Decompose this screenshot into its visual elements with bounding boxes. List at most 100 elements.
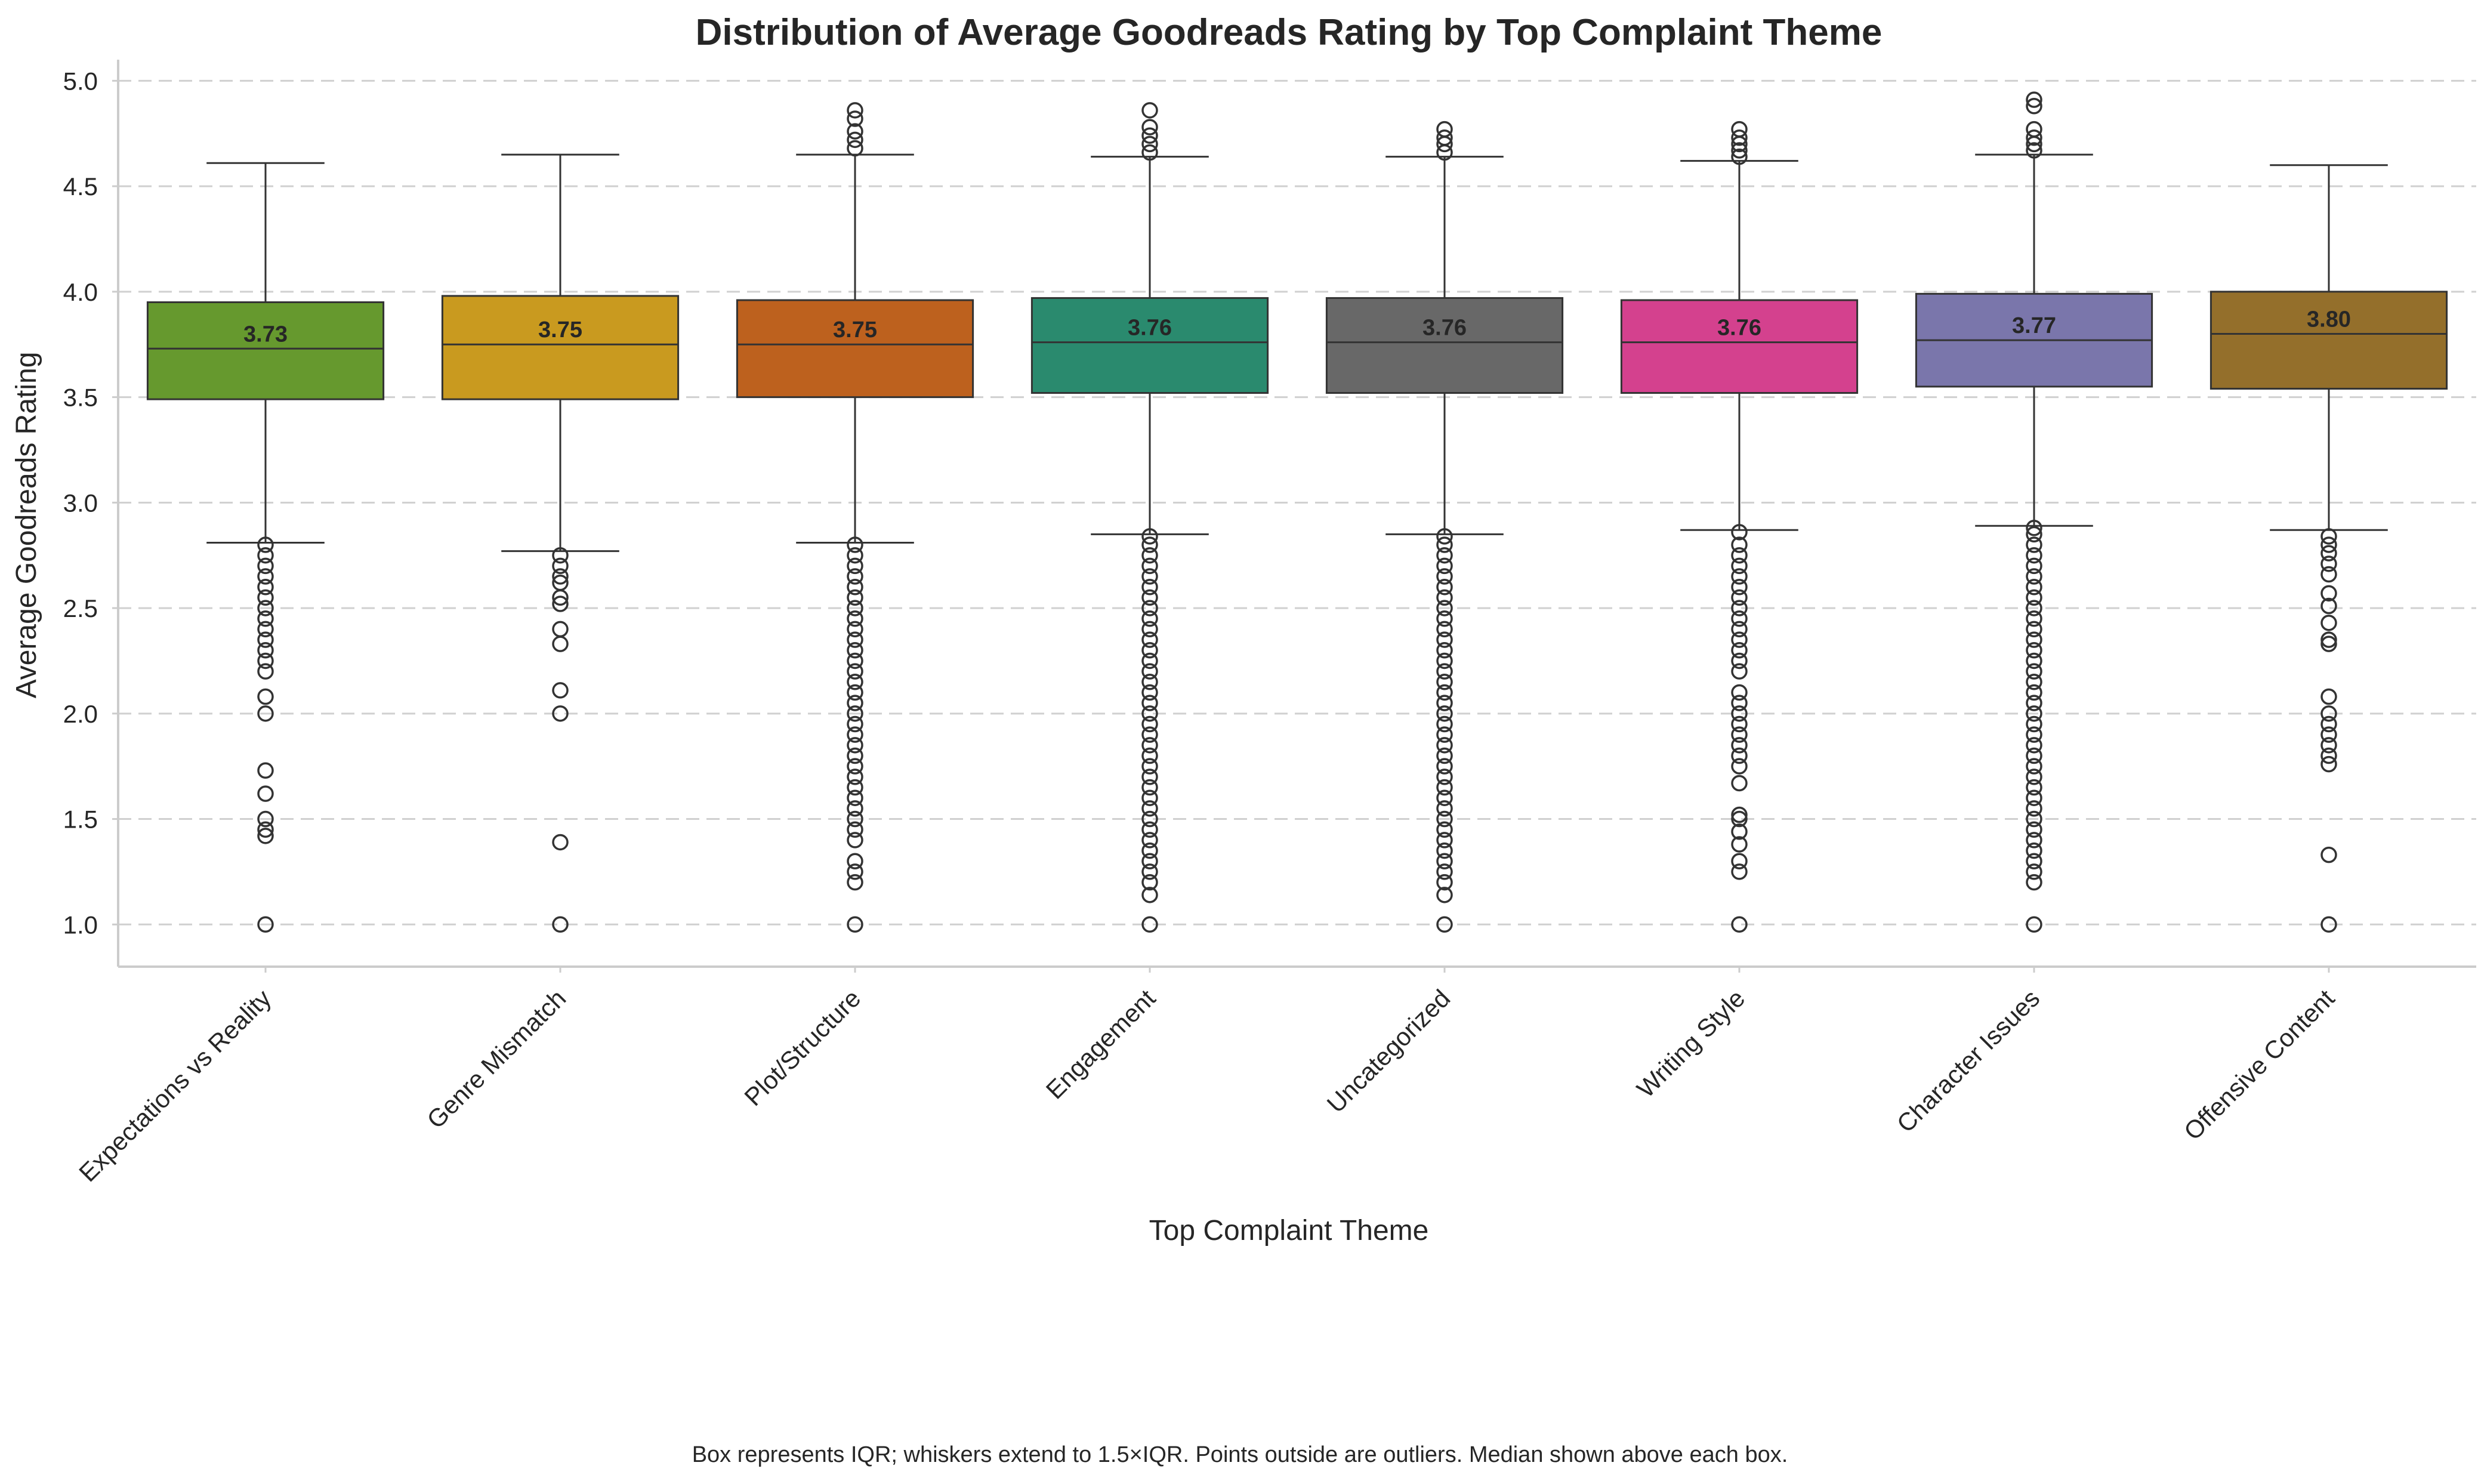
outlier-point	[1436, 568, 1453, 585]
outlier-point	[257, 578, 274, 596]
outlier-point	[1141, 119, 1158, 135]
outlier-point	[2026, 747, 2042, 764]
outlier-point	[1731, 600, 1748, 616]
outlier-point	[1141, 810, 1158, 828]
outlier-point	[1141, 589, 1158, 606]
outlier-point	[257, 536, 274, 553]
median-value-label: 3.77	[2012, 313, 2056, 338]
outlier-point	[552, 635, 569, 652]
outlier-point	[2026, 916, 2042, 933]
outlier-point	[2026, 705, 2042, 722]
outlier-point	[1436, 737, 1453, 754]
outlier-point	[1141, 652, 1158, 670]
x-tick-label: Engagement	[1041, 984, 1161, 1104]
outlier-point	[1731, 557, 1748, 575]
median-value-label: 3.76	[1422, 316, 1467, 341]
outlier-point	[257, 828, 274, 844]
outlier-point	[1731, 142, 1748, 159]
outlier-point	[257, 916, 274, 933]
outlier-point	[1141, 853, 1158, 870]
outlier-point	[1141, 578, 1158, 596]
outlier-point	[1141, 102, 1158, 119]
outlier-point	[1731, 536, 1748, 553]
box-group: 3.76	[1030, 102, 1269, 933]
outlier-point	[1436, 684, 1453, 701]
outlier-point	[1436, 800, 1453, 817]
outlier-point	[1731, 747, 1748, 764]
outlier-point	[1436, 536, 1453, 553]
outlier-point	[1141, 600, 1158, 616]
x-tick-label: Offensive Content	[2178, 984, 2340, 1146]
outlier-point	[1141, 887, 1158, 903]
outlier-point	[847, 131, 863, 149]
y-tick-label: 1.0	[63, 911, 98, 939]
outlier-point	[1141, 832, 1158, 849]
outlier-point	[257, 785, 274, 802]
outlier-point	[1436, 779, 1453, 796]
outlier-point	[1436, 853, 1453, 870]
outlier-point	[1436, 578, 1453, 596]
outlier-point	[1731, 705, 1748, 722]
x-tick-label: Plot/Structure	[739, 984, 866, 1111]
outlier-point	[2320, 615, 2337, 631]
outlier-point	[1141, 135, 1158, 153]
outlier-point	[2320, 715, 2337, 733]
outlier-point	[1731, 806, 1748, 823]
outlier-point	[2320, 737, 2337, 754]
outlier-point	[257, 705, 274, 722]
outlier-point	[2026, 853, 2042, 870]
outlier-point	[2026, 600, 2042, 616]
outlier-point	[2026, 863, 2042, 880]
outlier-point	[2026, 91, 2042, 108]
y-axis-label: Average Goodreads Rating	[11, 352, 42, 699]
outlier-point	[1731, 726, 1748, 743]
x-tick-label: Expectations vs Reality	[73, 984, 276, 1187]
outlier-point	[2026, 610, 2042, 627]
outlier-point	[1731, 524, 1748, 541]
outlier-point	[552, 547, 569, 564]
outlier-point	[257, 568, 274, 585]
outlier-point	[847, 726, 863, 743]
outlier-point	[1436, 747, 1453, 764]
outlier-point	[2320, 688, 2337, 705]
outlier-point	[1731, 916, 1748, 933]
outlier-point	[1436, 621, 1453, 638]
iqr-box	[146, 301, 385, 400]
outlier-point	[1731, 758, 1748, 775]
outlier-point	[2026, 98, 2042, 115]
outlier-point	[847, 123, 863, 140]
outlier-point	[2026, 642, 2042, 659]
outlier-point	[2320, 846, 2337, 863]
outlier-point	[1731, 836, 1748, 853]
x-axis-label: Top Complaint Theme	[1149, 1215, 1429, 1247]
median-value-label: 3.75	[833, 317, 877, 343]
outlier-point	[1731, 775, 1748, 792]
outlier-point	[2026, 779, 2042, 796]
outlier-point	[1731, 148, 1748, 165]
outlier-point	[847, 789, 863, 806]
outlier-point	[847, 810, 863, 828]
outlier-point	[1141, 674, 1158, 690]
outlier-point	[1141, 863, 1158, 880]
outlier-point	[2026, 578, 2042, 596]
outlier-point	[2320, 585, 2337, 602]
outlier-point	[2320, 916, 2337, 933]
outlier-point	[1141, 779, 1158, 796]
outlier-point	[2320, 597, 2337, 615]
outlier-point	[2026, 129, 2042, 146]
outlier-point	[1731, 568, 1748, 585]
outlier-point	[1731, 652, 1748, 670]
outlier-point	[847, 737, 863, 754]
outlier-point	[847, 110, 863, 127]
outlier-point	[847, 568, 863, 585]
outlier-point	[1141, 144, 1158, 161]
outlier-point	[1141, 821, 1158, 838]
outlier-point	[257, 621, 274, 638]
outlier-point	[847, 621, 863, 638]
outlier-point	[1436, 789, 1453, 806]
outlier-point	[1436, 642, 1453, 659]
outlier-point	[552, 834, 569, 851]
outlier-point	[1436, 589, 1453, 606]
outlier-point	[1141, 737, 1158, 754]
